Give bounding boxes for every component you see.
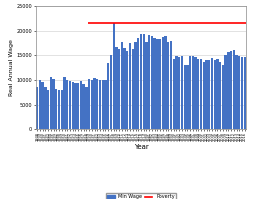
Bar — [66, 80, 68, 129]
Bar — [203, 62, 205, 129]
Bar — [96, 79, 99, 129]
Bar — [50, 77, 52, 129]
Bar — [222, 65, 224, 129]
Bar — [63, 77, 66, 129]
Bar — [52, 79, 55, 129]
Bar — [205, 60, 208, 129]
Bar — [118, 49, 120, 129]
Bar — [142, 34, 145, 129]
Bar — [170, 41, 172, 129]
Bar — [137, 38, 139, 129]
Bar — [153, 38, 156, 129]
Bar — [104, 80, 107, 129]
Bar — [225, 55, 227, 129]
Bar — [183, 65, 186, 129]
Bar — [77, 83, 79, 129]
Bar — [107, 63, 109, 129]
Bar — [162, 37, 164, 129]
Bar — [74, 83, 77, 129]
Bar — [211, 58, 213, 129]
Bar — [134, 42, 137, 129]
Bar — [140, 34, 142, 129]
Bar — [91, 80, 93, 129]
Bar — [58, 90, 60, 129]
Legend: Min Wage, Poverty: Min Wage, Poverty — [106, 193, 176, 199]
Bar — [123, 48, 126, 129]
Bar — [175, 56, 178, 129]
Bar — [113, 23, 115, 129]
Bar — [216, 59, 219, 129]
Bar — [244, 57, 246, 129]
Bar — [132, 49, 134, 129]
Y-axis label: Real Annual Wage: Real Annual Wage — [9, 39, 14, 96]
Bar — [192, 56, 194, 129]
Bar — [164, 36, 167, 129]
Bar — [238, 56, 241, 129]
Bar — [151, 36, 153, 129]
Bar — [227, 52, 230, 129]
Bar — [235, 55, 238, 129]
Bar — [72, 82, 74, 129]
Bar — [44, 87, 46, 129]
Bar — [241, 57, 243, 129]
Bar — [156, 39, 158, 129]
Bar — [126, 51, 129, 129]
Bar — [178, 57, 180, 129]
Bar — [172, 59, 175, 129]
Bar — [189, 56, 191, 129]
Bar — [115, 47, 118, 129]
Bar — [36, 87, 38, 129]
Bar — [186, 65, 188, 129]
Bar — [88, 79, 90, 129]
Bar — [230, 51, 232, 129]
Bar — [69, 81, 71, 129]
Bar — [121, 42, 123, 129]
Bar — [55, 89, 57, 129]
Bar — [93, 78, 96, 129]
Bar — [41, 82, 44, 129]
Bar — [167, 42, 169, 129]
X-axis label: Year: Year — [134, 144, 148, 150]
Bar — [159, 39, 161, 129]
Bar — [47, 90, 49, 129]
Bar — [208, 60, 210, 129]
Bar — [219, 62, 221, 129]
Bar — [61, 90, 63, 129]
Bar — [145, 43, 148, 129]
Bar — [200, 59, 202, 129]
Bar — [85, 87, 88, 129]
Bar — [83, 84, 85, 129]
Bar — [148, 35, 150, 129]
Bar — [197, 59, 199, 129]
Bar — [102, 80, 104, 129]
Bar — [181, 56, 183, 129]
Bar — [99, 80, 101, 129]
Bar — [39, 80, 41, 129]
Bar — [110, 55, 112, 129]
Bar — [214, 60, 216, 129]
Bar — [194, 57, 197, 129]
Bar — [80, 81, 82, 129]
Bar — [233, 50, 235, 129]
Bar — [129, 43, 131, 129]
